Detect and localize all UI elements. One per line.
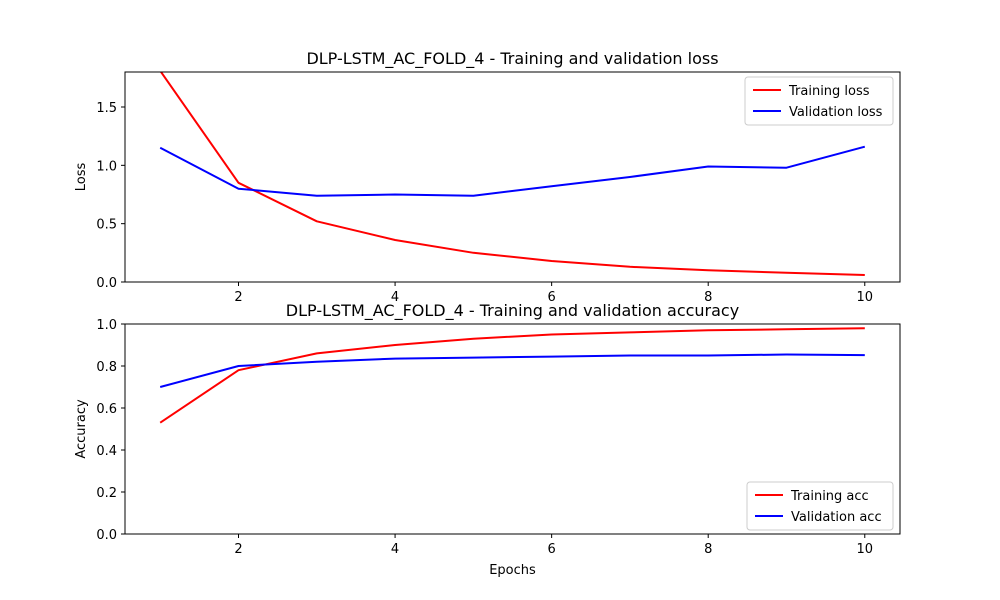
- chart-1-y-axis-label: Loss: [74, 163, 89, 192]
- chart-1-series-line-2: [159, 145, 866, 197]
- chart-2-y-tick-label: 1.0: [96, 318, 117, 333]
- chart-2-legend-label-1: Training acc: [790, 489, 869, 504]
- chart-2-y-tick-label: 0.8: [96, 360, 117, 375]
- chart-2-x-tick-label: 8: [704, 542, 712, 557]
- chart-1-legend-label-2: Validation loss: [789, 105, 883, 120]
- chart-2-series-line-2: [159, 353, 865, 388]
- chart-1-y-tick-label: 0.5: [96, 218, 117, 233]
- chart-1-x-tick-label: 2: [234, 290, 242, 305]
- chart-1-x-tick-label: 8: [704, 290, 712, 305]
- chart-2-y-tick-label: 0.6: [96, 402, 117, 417]
- chart-2-x-tick-label: 2: [234, 542, 242, 557]
- chart-2-y-tick-label: 0.4: [96, 444, 117, 459]
- chart-2-axes-frame: [124, 323, 901, 535]
- chart-2-x-tick-label: 6: [548, 542, 556, 557]
- chart-1-x-tick-label: 4: [391, 290, 399, 305]
- chart-2-x-tick-label: 10: [856, 542, 873, 557]
- chart-1-title: DLP-LSTM_AC_FOLD_4 - Training and valida…: [306, 49, 718, 69]
- chart-1-series-line-1: [159, 72, 865, 276]
- chart-2-y-axis-label: Accuracy: [74, 399, 89, 459]
- chart-2-y-tick-label: 0.2: [96, 486, 117, 501]
- chart-1-y-tick-label: 0.0: [96, 276, 117, 291]
- chart-2-x-axis-label: Epochs: [489, 563, 536, 578]
- chart-1-legend-box: [744, 76, 894, 126]
- chart-2-y-tick-label: 0.0: [96, 528, 117, 543]
- chart-2-legend-label-2: Validation acc: [791, 510, 882, 525]
- chart-1-axes-frame: [124, 71, 901, 283]
- chart-2-series-line-1: [159, 327, 865, 424]
- chart-2-x-tick-label: 4: [391, 542, 399, 557]
- chart-2-legend-box: [746, 481, 894, 531]
- chart-1-y-tick-label: 1.0: [96, 159, 117, 174]
- chart-1-x-tick-label: 10: [856, 290, 873, 305]
- chart-1-x-tick-label: 6: [548, 290, 556, 305]
- chart-1-y-tick-label: 1.5: [96, 101, 117, 116]
- chart-1-legend-label-1: Training loss: [788, 84, 870, 99]
- chart-2-title: DLP-LSTM_AC_FOLD_4 - Training and valida…: [286, 301, 739, 321]
